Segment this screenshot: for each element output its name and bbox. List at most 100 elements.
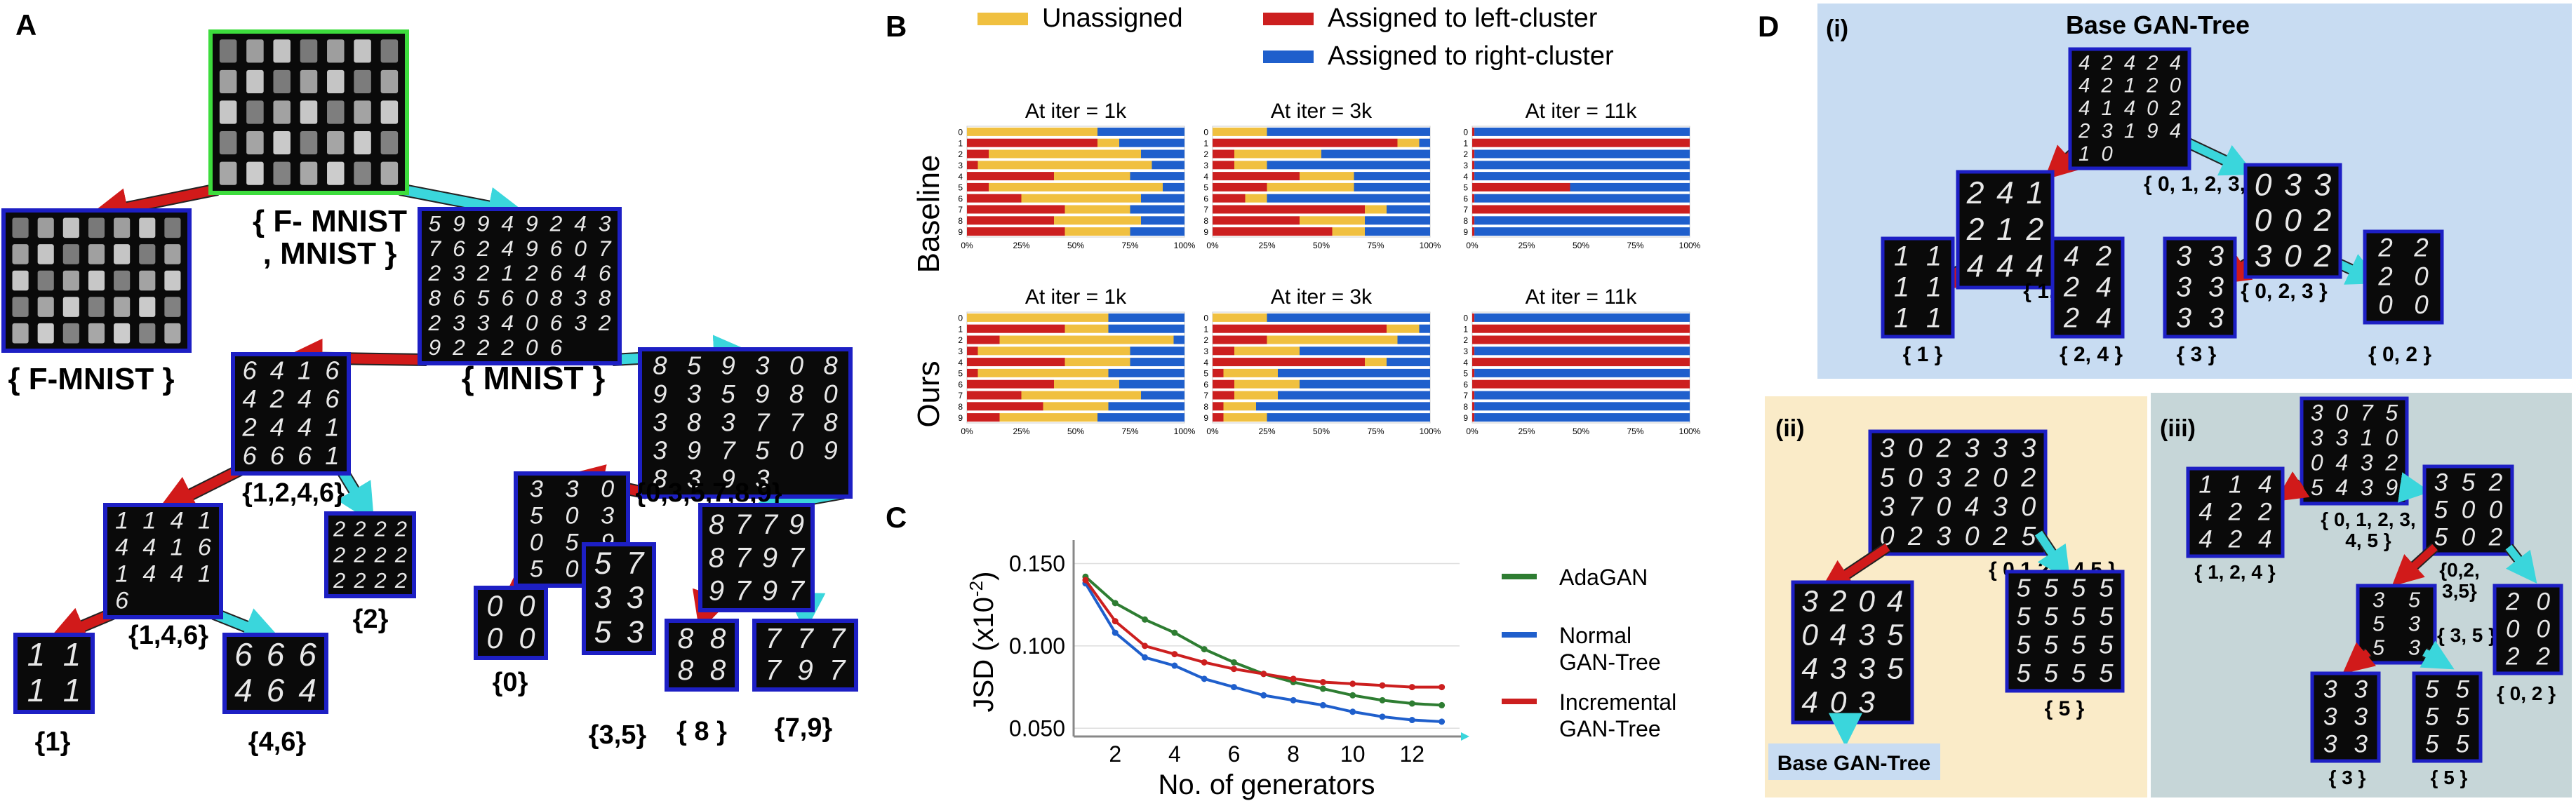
bar-x-tick: 100% bbox=[1679, 241, 1701, 250]
garment-thumb bbox=[88, 244, 105, 264]
generated-digit: 3 bbox=[2284, 168, 2302, 203]
bar-y-tick: 2 bbox=[1463, 149, 1468, 159]
generated-digit: 2 bbox=[269, 384, 284, 413]
generated-digit: 2 bbox=[2535, 642, 2550, 670]
generated-digit: 5 bbox=[530, 556, 544, 583]
tree-node-fm bbox=[1, 208, 192, 353]
generated-digit: 2 bbox=[374, 568, 387, 593]
series-point bbox=[1171, 629, 1178, 636]
bar-y-tick: 5 bbox=[1463, 369, 1468, 379]
stacked-bar-segment bbox=[1474, 346, 1690, 356]
subpanel-ii-base-badge bbox=[1768, 743, 1940, 780]
bar-x-tick: 0% bbox=[1466, 241, 1479, 250]
generated-digit: 5 bbox=[2016, 631, 2031, 659]
stacked-bar-segment bbox=[1097, 413, 1184, 422]
generated-digit: 0 bbox=[1936, 492, 1951, 521]
legend-swatch-right-cluster bbox=[1263, 51, 1314, 63]
bar-y-tick: 7 bbox=[1463, 205, 1468, 215]
y-tick-label: 0.150 bbox=[1009, 551, 1065, 576]
generated-digit: 2 bbox=[1966, 176, 1984, 210]
subpanel-iii-left-arrow bbox=[2342, 642, 2377, 674]
generated-digit: 0 bbox=[565, 556, 578, 583]
generated-digit: 3 bbox=[2101, 120, 2112, 142]
generated-digit: 9 bbox=[762, 576, 778, 607]
garment-thumb bbox=[219, 39, 237, 63]
row-label-ours: Ours bbox=[912, 361, 946, 427]
subpanel-iii-node-c: 3 55 35 3 bbox=[2356, 584, 2437, 665]
stacked-bar-segment bbox=[1213, 413, 1224, 422]
stacked-bar-segment bbox=[1474, 149, 1690, 159]
generated-digit: 6 bbox=[325, 356, 340, 385]
garment-thumb bbox=[114, 270, 131, 291]
bar-y-tick: 8 bbox=[1463, 216, 1468, 226]
generated-digit: 5 bbox=[2016, 602, 2031, 631]
stacked-bar-segment bbox=[1256, 402, 1430, 411]
bar-x-tick: 25% bbox=[1518, 241, 1535, 250]
generated-digit: 3 bbox=[755, 464, 769, 493]
garment-thumb bbox=[139, 323, 156, 344]
generated-digit: 3 bbox=[2311, 425, 2323, 450]
series-point bbox=[1290, 696, 1297, 704]
generated-digit: 3 bbox=[2323, 730, 2337, 758]
generated-digit: 3 bbox=[2176, 302, 2191, 333]
generated-digit: 8 bbox=[599, 285, 611, 311]
stacked-bar-segment bbox=[1472, 194, 1475, 203]
stacked-bar-segment bbox=[1213, 161, 1234, 170]
x-tick-label: 12 bbox=[1400, 741, 1425, 767]
bar-x-tick: 75% bbox=[1367, 241, 1384, 250]
panel-label-c: C bbox=[886, 501, 907, 534]
generated-digit: 2 bbox=[2063, 271, 2079, 302]
y-axis-label: JSD (x10-2) bbox=[966, 572, 999, 713]
bar-x-tick: 25% bbox=[1518, 426, 1535, 436]
stacked-bar-segment bbox=[1300, 346, 1430, 356]
series-point bbox=[1439, 684, 1446, 691]
stacked-bar-segment bbox=[1472, 182, 1570, 191]
series-point bbox=[1408, 684, 1415, 691]
generated-digit: 7 bbox=[789, 576, 806, 607]
subpanel-iii-node-c-label: { 3, 5 } bbox=[2437, 624, 2496, 646]
generated-digit: 2 bbox=[1829, 585, 1847, 618]
generated-digit: 5 bbox=[755, 436, 770, 465]
subpanel-i-node-r: 4 2 4 2 44 2 1 2 04 1 4 0 22 3 1 9 41 0 bbox=[2068, 47, 2191, 170]
generated-digit: 7 bbox=[735, 509, 752, 540]
generated-digit: 0 bbox=[2536, 588, 2550, 615]
garment-thumb bbox=[327, 161, 345, 185]
garment-thumb bbox=[273, 131, 291, 155]
generated-digit: 2 bbox=[2488, 523, 2503, 551]
tree-node-mn-frame bbox=[418, 207, 622, 365]
stacked-bar-segment bbox=[1321, 149, 1430, 159]
bar-y-tick: 3 bbox=[1203, 346, 1208, 356]
stacked-bar-segment bbox=[1474, 227, 1690, 236]
stacked-bar-segment bbox=[1365, 358, 1387, 367]
garment-thumb bbox=[12, 217, 29, 238]
garment-thumb bbox=[12, 323, 29, 344]
stacked-bar-segment bbox=[1472, 335, 1690, 344]
bar-y-tick: 4 bbox=[1463, 358, 1468, 368]
subpanel-ii-root-frame bbox=[1868, 429, 2048, 556]
generated-digit: 2 bbox=[374, 542, 387, 567]
generated-digit: 9 bbox=[653, 379, 667, 408]
stacked-bar-segment bbox=[1021, 194, 1141, 203]
bar-chart-title: At iter = 11k bbox=[1526, 285, 1638, 309]
bar-y-tick: 7 bbox=[958, 391, 963, 401]
generated-digit: 2 bbox=[2313, 239, 2331, 274]
stacked-bar-segment bbox=[1108, 324, 1184, 333]
garment-thumb bbox=[114, 297, 131, 317]
stacked-bar-segment bbox=[967, 161, 978, 170]
legend-swatch-unassigned bbox=[977, 13, 1028, 25]
generated-digit: 2 bbox=[549, 211, 563, 236]
generated-digit: 5 bbox=[2455, 703, 2469, 730]
generated-digit: 4 bbox=[142, 561, 156, 588]
tree-node-mn: 5 9 9 4 9 2 4 37 6 2 4 9 6 0 72 3 2 1 2 6 4 68 6 5 6 0 8 3 82 3 3 4 0 6 3 2… bbox=[418, 207, 622, 365]
bar-y-tick: 1 bbox=[1463, 324, 1468, 334]
stacked-bar-segment bbox=[967, 205, 1065, 214]
series-point bbox=[1439, 718, 1446, 725]
generated-digit: 5 bbox=[2425, 730, 2439, 758]
generated-digit: 5 bbox=[594, 615, 612, 649]
series-point bbox=[1171, 662, 1178, 669]
stacked-bar-segment bbox=[1213, 216, 1300, 225]
generated-digit: 2 bbox=[452, 335, 465, 360]
bar-y-tick: 2 bbox=[958, 149, 963, 159]
bar-y-tick: 1 bbox=[1203, 138, 1208, 148]
subpanel-i-node-ll: 1 11 11 1 bbox=[1881, 236, 1955, 339]
